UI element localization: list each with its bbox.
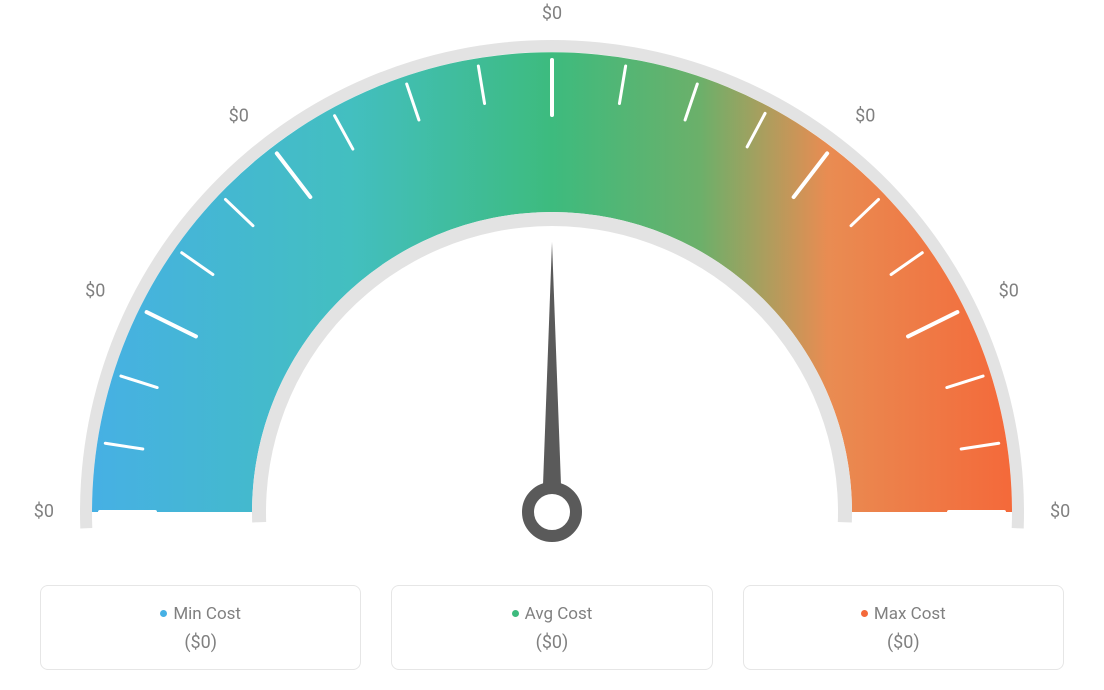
gauge-needle bbox=[528, 242, 576, 536]
legend-label-max: Max Cost bbox=[754, 604, 1053, 624]
svg-text:$0: $0 bbox=[229, 106, 249, 127]
legend-box-min: Min Cost ($0) bbox=[40, 585, 361, 670]
legend-dot-avg bbox=[512, 610, 519, 617]
gauge-area: $0 $0 $0 $0 $0 $0 $0 bbox=[0, 0, 1104, 560]
legend-dot-min bbox=[160, 610, 167, 617]
legend-label-avg: Avg Cost bbox=[402, 604, 701, 624]
legend-label-text-max: Max Cost bbox=[874, 604, 946, 624]
gauge-svg: $0 $0 $0 $0 $0 $0 $0 bbox=[0, 0, 1104, 560]
legend-dot-max bbox=[861, 610, 868, 617]
svg-text:$0: $0 bbox=[999, 280, 1019, 301]
svg-text:$0: $0 bbox=[542, 3, 562, 24]
svg-text:$0: $0 bbox=[1050, 501, 1070, 522]
legend-value-min: ($0) bbox=[51, 632, 350, 653]
legend-value-max: ($0) bbox=[754, 632, 1053, 653]
legend-label-min: Min Cost bbox=[51, 604, 350, 624]
svg-text:$0: $0 bbox=[34, 501, 54, 522]
svg-text:$0: $0 bbox=[855, 106, 875, 127]
legend-label-text-avg: Avg Cost bbox=[525, 604, 593, 624]
legend-box-max: Max Cost ($0) bbox=[743, 585, 1064, 670]
legend-box-avg: Avg Cost ($0) bbox=[391, 585, 712, 670]
legend-label-text-min: Min Cost bbox=[173, 604, 241, 624]
legend-row: Min Cost ($0) Avg Cost ($0) Max Cost ($0… bbox=[40, 585, 1064, 670]
svg-text:$0: $0 bbox=[85, 280, 105, 301]
gauge-cost-chart: $0 $0 $0 $0 $0 $0 $0 Min Cost ($0) Avg Cost ($… bbox=[0, 0, 1104, 690]
legend-value-avg: ($0) bbox=[402, 632, 701, 653]
